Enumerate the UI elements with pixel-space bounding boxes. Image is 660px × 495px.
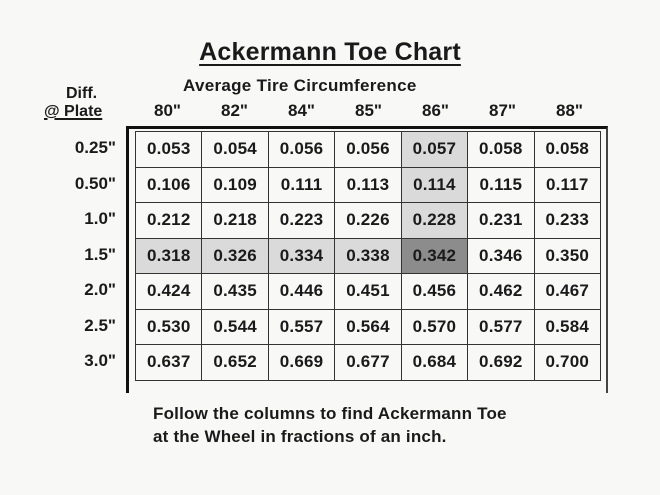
table-row: 0.424 0.435 0.446 0.451 0.456 0.462 0.467 [134, 273, 602, 310]
table-cell: 0.692 [467, 344, 535, 381]
row-header: 1.0" [84, 209, 116, 228]
row-header: 1.5" [84, 244, 116, 264]
ackermann-table: 0.053 0.054 0.056 0.056 0.057 0.058 0.058 0.106… [134, 131, 602, 381]
row-axis-header-line1: Diff. [66, 85, 98, 102]
table-cell: 0.577 [467, 308, 535, 345]
table-cell: 0.570 [400, 308, 469, 345]
table-cell: 0.212 [134, 202, 203, 239]
table-cell: 0.058 [467, 131, 535, 168]
table-cell: 0.326 [201, 237, 269, 274]
footer-line1: Follow the columns to find Ackermann Toe [153, 404, 507, 423]
table-row: 0.106 0.109 0.111 0.113 0.114 0.115 0.117 [134, 166, 602, 203]
table-cell: 0.544 [201, 308, 269, 345]
table-cell: 0.056 [267, 131, 336, 168]
table-cell: 0.226 [334, 202, 402, 239]
column-header: 80" [154, 101, 181, 120]
table-frame: 0.053 0.054 0.056 0.056 0.057 0.058 0.058 0.106… [126, 126, 608, 393]
table-cell: 0.684 [400, 344, 469, 381]
row-header: 3.0" [84, 351, 116, 370]
table-cell: 0.338 [334, 237, 402, 274]
table-cell: 0.057 [400, 131, 469, 168]
column-header: 82" [221, 101, 248, 120]
table-cell: 0.106 [134, 166, 203, 203]
table-cell: 0.451 [334, 273, 402, 310]
table-cell: 0.350 [533, 237, 602, 274]
column-header: 85" [355, 101, 382, 120]
row-headers: 0.25" 0.50" 1.0" 1.5" 2.0" 2.5" 3.0" [64, 130, 120, 379]
table-row: 0.212 0.218 0.223 0.226 0.228 0.231 0.233 [134, 202, 602, 239]
table-cell: 0.557 [267, 308, 336, 345]
table-cell: 0.669 [267, 344, 336, 381]
table-cell: 0.652 [201, 344, 269, 381]
column-header: 87" [489, 101, 516, 120]
row-header: 0.50" [74, 173, 116, 193]
table-cell: 0.233 [533, 202, 602, 239]
table-cell: 0.456 [400, 273, 469, 310]
table-cell: 0.584 [533, 308, 602, 345]
chart-title: Ackermann Toe Chart [199, 38, 461, 66]
table-cell: 0.564 [334, 308, 402, 345]
table-cell: 0.053 [134, 131, 203, 168]
footer-note: Follow the columns to find Ackermann Toe… [153, 402, 507, 448]
table-cell: 0.117 [533, 166, 602, 203]
column-headers: 80" 82" 84" 85" 86" 87" 88" [134, 101, 603, 121]
table-cell: 0.228 [400, 202, 469, 239]
table-cell: 0.346 [467, 237, 535, 274]
column-header: 86" [422, 101, 449, 120]
table-cell: 0.462 [467, 273, 535, 310]
table-cell: 0.342 [400, 237, 469, 274]
row-axis-header-line2: @ Plate [44, 103, 103, 120]
table-row: 0.530 0.544 0.557 0.564 0.570 0.577 0.584 [134, 308, 602, 345]
table-cell: 0.700 [533, 344, 602, 381]
table-cell: 0.446 [267, 273, 336, 310]
table-cell: 0.231 [467, 202, 535, 239]
table-cell: 0.637 [134, 344, 203, 381]
table-row: 0.318 0.326 0.334 0.338 0.342 0.346 0.350 [134, 237, 602, 274]
table-cell: 0.530 [134, 308, 203, 345]
table-cell: 0.318 [134, 237, 203, 274]
footer-line2: at the Wheel in fractions of an inch. [153, 427, 447, 446]
table-cell: 0.223 [267, 202, 336, 239]
table-cell: 0.334 [267, 237, 336, 274]
table-cell: 0.058 [533, 131, 602, 168]
table-cell: 0.677 [334, 344, 402, 381]
table-cell: 0.435 [201, 273, 269, 310]
column-header: 88" [556, 101, 583, 120]
row-header: 2.0" [84, 280, 116, 299]
table-cell: 0.056 [334, 131, 402, 168]
table-cell: 0.467 [533, 273, 602, 310]
table-cell: 0.218 [201, 202, 269, 239]
column-header: 84" [288, 101, 315, 120]
table-cell: 0.054 [201, 131, 269, 168]
table-cell: 0.109 [201, 166, 269, 203]
table-row: 0.053 0.054 0.056 0.056 0.057 0.058 0.058 [134, 131, 602, 168]
row-axis-header: Diff. @ Plate [44, 85, 102, 121]
table-cell: 0.111 [267, 166, 336, 203]
table-row: 0.637 0.652 0.669 0.677 0.684 0.692 0.700 [134, 344, 602, 381]
table-cell: 0.113 [334, 166, 402, 203]
row-header: 2.5" [84, 315, 116, 335]
row-header: 0.25" [74, 138, 116, 157]
column-group-header: Average Tire Circumference [183, 76, 417, 95]
table-cell: 0.114 [400, 166, 469, 203]
table-cell: 0.424 [134, 273, 203, 310]
table-cell: 0.115 [467, 166, 535, 203]
